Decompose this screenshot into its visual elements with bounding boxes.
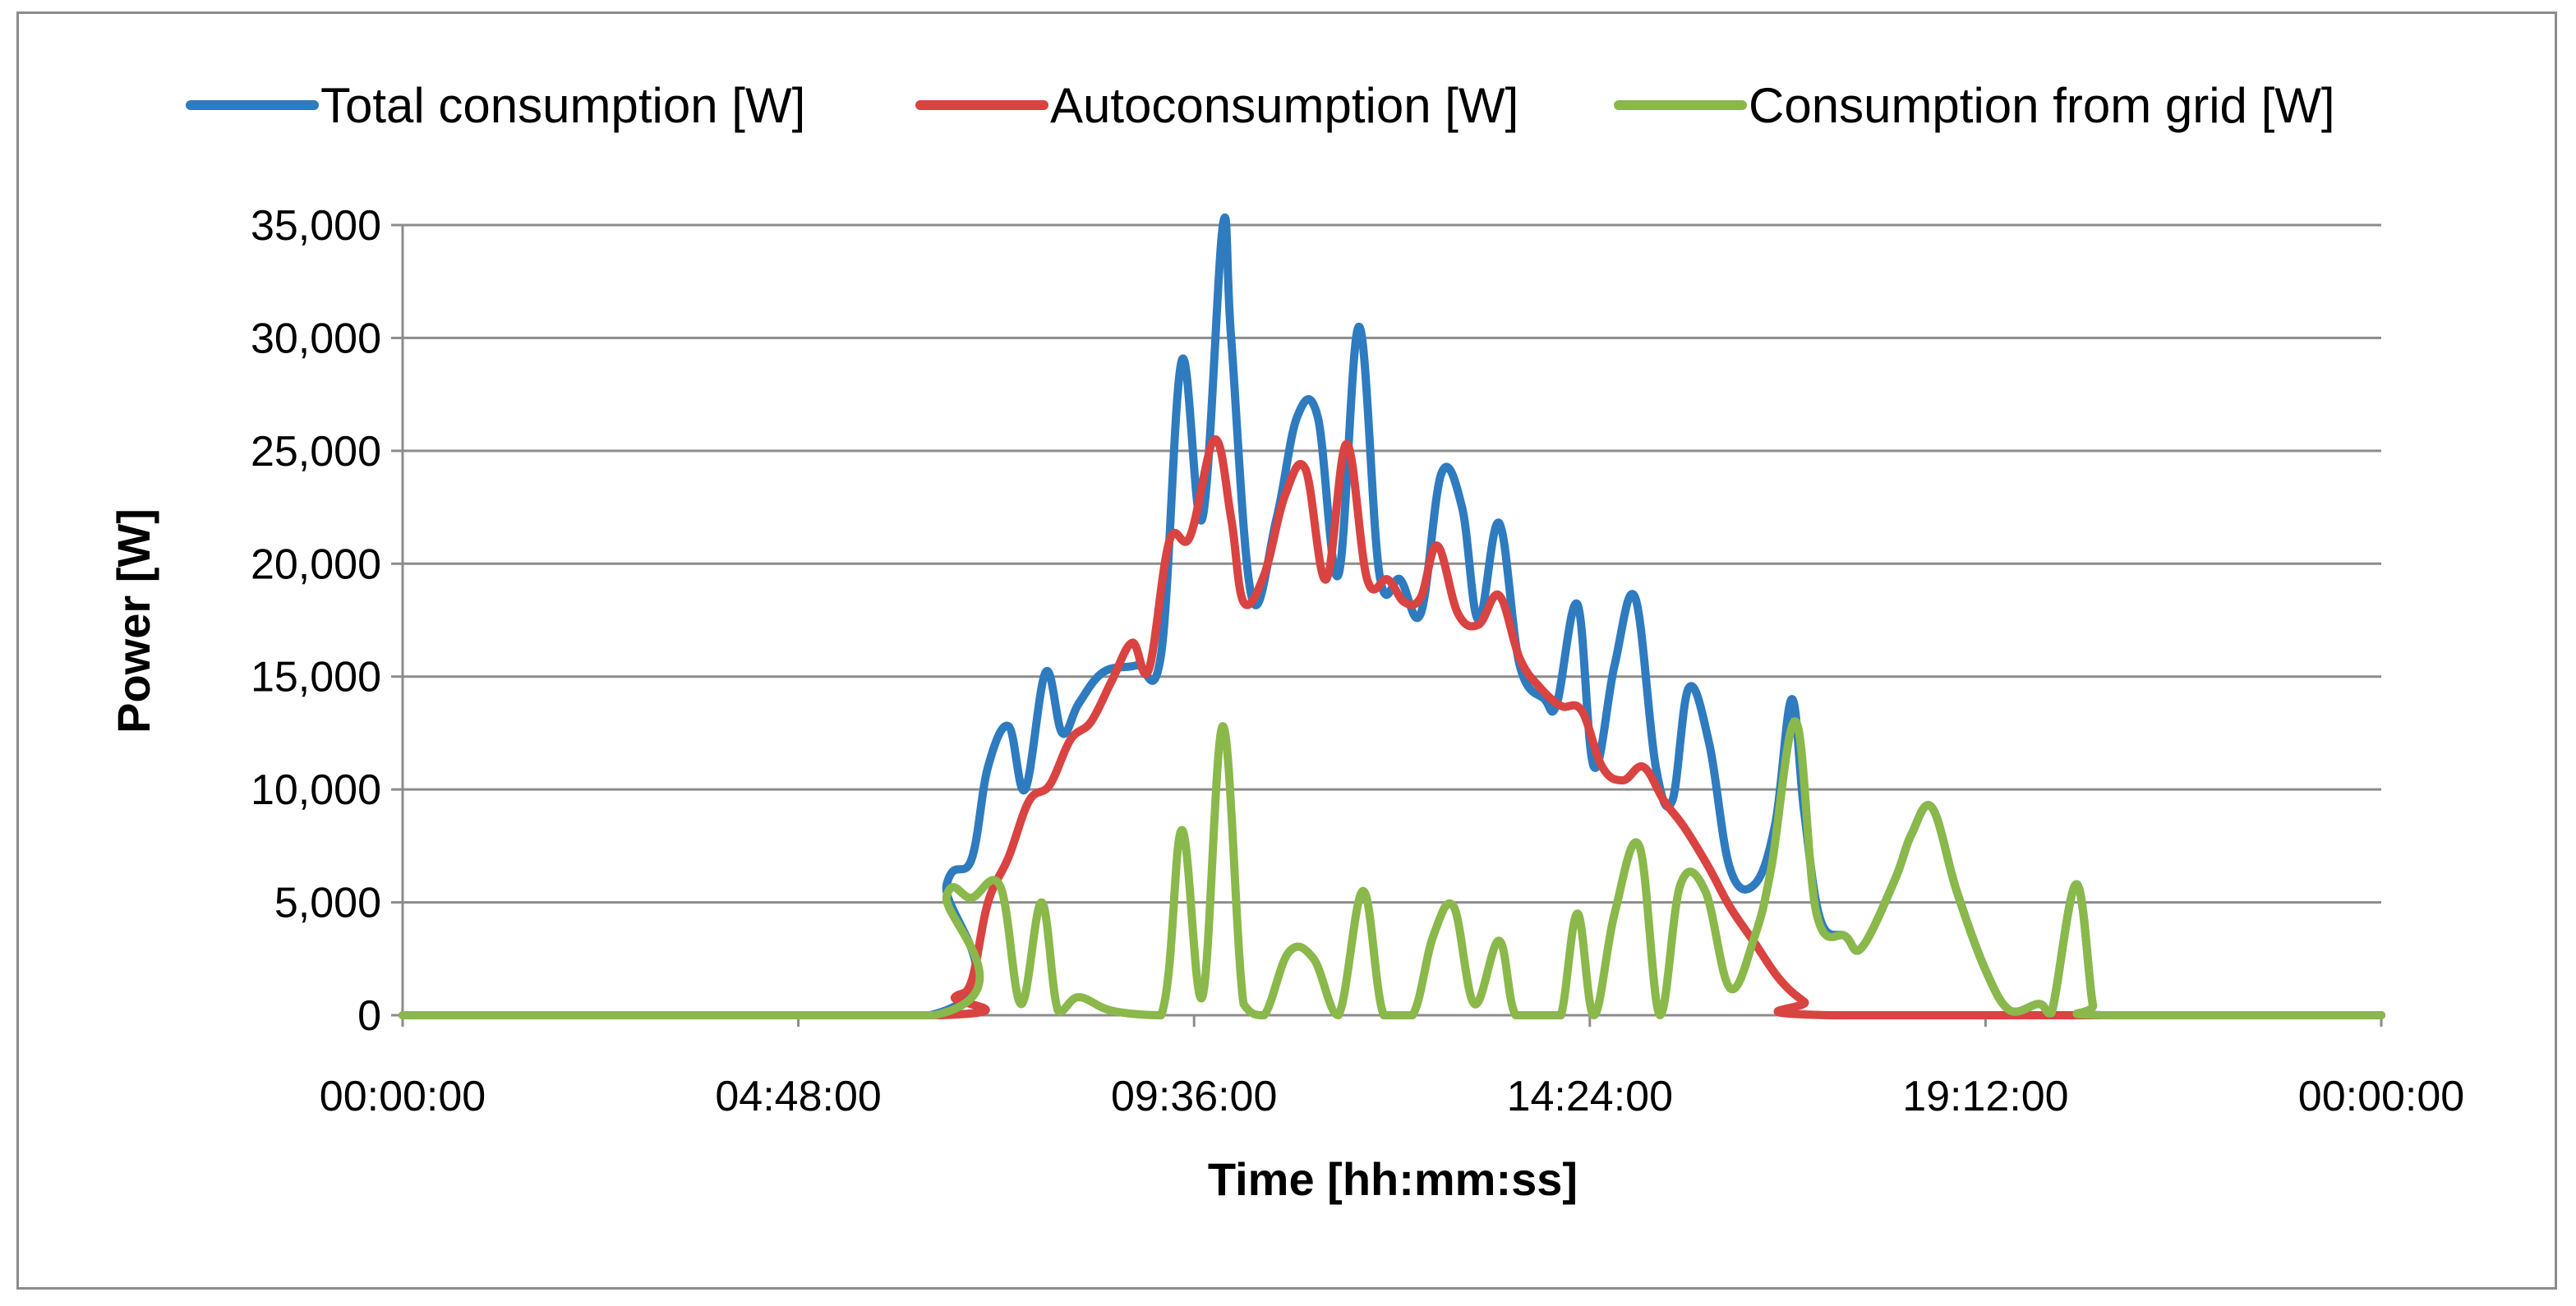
x-tick-label: 09:36:00: [1111, 1073, 1277, 1120]
series-line-consumption-from-grid: [399, 717, 2385, 1020]
y-tick-label: 0: [357, 992, 381, 1040]
y-tick-label: 20,000: [251, 540, 381, 588]
y-tick-label: 35,000: [251, 202, 381, 250]
y-tick-label: 25,000: [251, 428, 381, 476]
x-tick-label: 14:24:00: [1507, 1073, 1673, 1120]
legend-label: Total consumption [W]: [320, 78, 805, 133]
y-axis-title: Power [W]: [108, 508, 159, 733]
series-line-autoconsumption: [399, 435, 2385, 1020]
gridlines: [391, 223, 2381, 1017]
y-tick-labels: 0 5,000 10,000 15,000 20,000 25,000 30,000 35,0…: [251, 202, 381, 1040]
legend-item-total-consumption: Total consumption [W]: [186, 78, 805, 133]
legend-label: Autoconsumption [W]: [1050, 78, 1518, 133]
y-tick-label: 30,000: [251, 315, 381, 362]
x-axis-title: Time [hh:mm:ss]: [1208, 1153, 1578, 1205]
y-tick-label: 10,000: [251, 766, 381, 814]
series-lines: [399, 214, 2385, 1020]
legend-label: Consumption from grid [W]: [1749, 78, 2335, 133]
x-tick-label: 04:48:00: [715, 1073, 881, 1120]
x-tick-label: 00:00:00: [320, 1073, 486, 1120]
legend: Total consumption [W] Autoconsumption [W]…: [186, 78, 2335, 133]
x-tick-label: 00:00:00: [2298, 1073, 2464, 1120]
x-tick-labels: 00:00:00 04:48:00 09:36:00 14:24:00 19:12:00…: [320, 1073, 2464, 1120]
x-tick-label: 19:12:00: [1902, 1073, 2068, 1120]
y-tick-label: 15,000: [251, 654, 381, 701]
legend-item-consumption-from-grid: Consumption from grid [W]: [1614, 78, 2335, 133]
y-tick-label: 5,000: [274, 880, 381, 927]
legend-item-autoconsumption: Autoconsumption [W]: [915, 78, 1518, 133]
